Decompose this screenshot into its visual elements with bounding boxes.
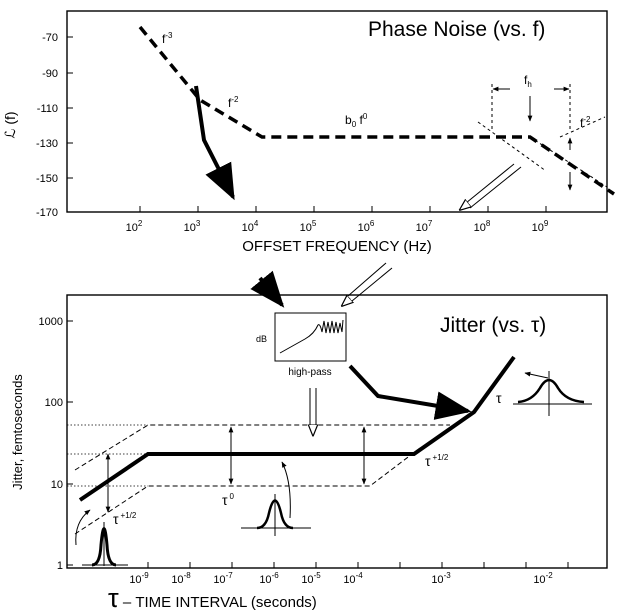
slope-label-tau-half-right: τ +1/2 bbox=[425, 453, 449, 469]
phase-noise-x-tick-label: 103 bbox=[184, 219, 201, 234]
phase-noise-title: Phase Noise (vs. f) bbox=[368, 18, 545, 41]
phase-noise-high-pass-curve bbox=[480, 135, 615, 196]
phase-noise-y-ticks: -70 -90 -110 -130 -150 -170 bbox=[36, 32, 73, 219]
high-pass-inset-ylabel: dB bbox=[256, 334, 267, 344]
jitter-title: Jitter (vs. τ) bbox=[440, 314, 546, 337]
jitter-x-tick-label: 10-9 bbox=[129, 571, 149, 586]
phase-noise-y-tick-label: -70 bbox=[42, 32, 58, 44]
phase-noise-x-tick-label: 106 bbox=[358, 219, 375, 234]
slope-label-tau-half-left: τ +1/2 bbox=[113, 511, 137, 527]
phase-noise-x-tick-label: 109 bbox=[532, 219, 549, 234]
phase-noise-asymptote bbox=[559, 116, 606, 138]
phase-noise-x-ticks: 102 103 104 105 106 107 108 109 bbox=[126, 206, 549, 234]
medium-distribution-icon bbox=[241, 461, 311, 536]
phase-noise-frame bbox=[66, 10, 608, 213]
jitter-band-lower bbox=[74, 447, 421, 535]
phase-noise-curve bbox=[138, 25, 480, 139]
jitter-x-ticks: 10-9 10-8 10-7 10-6 10-5 10-4 10-3 10-2 bbox=[129, 562, 569, 586]
phase-noise-x-tick-label: 102 bbox=[126, 219, 143, 234]
jitter-y-ticks: 1000 100 10 1 bbox=[39, 316, 73, 572]
slope-label-f-minus-3: f-3 bbox=[162, 31, 173, 46]
jitter-x-tick-label: 10-3 bbox=[431, 571, 451, 586]
tau-label-right: τ bbox=[496, 390, 502, 406]
floor-contribution-arrow bbox=[461, 163, 522, 209]
jitter-y-tick-label: 1 bbox=[57, 560, 63, 572]
high-pass-inset-caption: high-pass bbox=[288, 367, 331, 378]
highpass-contribution-arrow bbox=[348, 364, 472, 420]
jitter-x-tick-label: 10-5 bbox=[301, 571, 321, 586]
fh-label: fh bbox=[524, 73, 532, 89]
slope-label-f-minus-2-highpass: f-2 bbox=[580, 115, 591, 130]
jitter-x-tick-label: 10-8 bbox=[171, 571, 191, 586]
high-pass-inset: dB high-pass bbox=[256, 312, 347, 378]
phase-noise-x-label: OFFSET FREQUENCY (Hz) bbox=[242, 238, 431, 255]
jitter-y-label: Jitter, femtoseconds bbox=[10, 374, 25, 490]
phase-noise-chart: Phase Noise (vs. f) ℒ (f) -70 -90 -110 -… bbox=[2, 10, 615, 255]
jitter-y-tick-label: 100 bbox=[45, 397, 63, 409]
flicker-to-inset-arrow bbox=[250, 270, 285, 308]
phase-noise-asymptote bbox=[477, 121, 547, 172]
phase-noise-asymptote bbox=[529, 136, 608, 188]
jitter-frame bbox=[66, 294, 608, 569]
high-pass-inset-frame bbox=[274, 312, 347, 362]
narrow-distribution-icon bbox=[75, 509, 128, 567]
phase-noise-x-tick-label: 107 bbox=[416, 219, 433, 234]
phase-noise-y-tick-label: -130 bbox=[36, 138, 58, 150]
wide-distribution-icon bbox=[513, 371, 592, 416]
slope-label-b0-f0: b0 f0 bbox=[345, 112, 368, 129]
phase-noise-y-tick-label: -150 bbox=[36, 173, 58, 185]
slope-label-f-minus-2: f-2 bbox=[228, 95, 239, 110]
jitter-x-tick-label: 10-4 bbox=[343, 571, 363, 586]
jitter-curve bbox=[78, 355, 516, 502]
phase-noise-y-tick-label: -170 bbox=[36, 207, 58, 219]
phase-noise-x-tick-label: 108 bbox=[474, 219, 491, 234]
jitter-x-label: τ – TIME INTERVAL (seconds) bbox=[108, 583, 317, 611]
phase-noise-y-label: ℒ (f) bbox=[2, 111, 18, 138]
jitter-chart: Jitter (vs. τ) Jitter, femtoseconds 1000… bbox=[10, 294, 608, 611]
high-pass-response-curve bbox=[279, 319, 344, 354]
jitter-x-tick-label: 10-6 bbox=[259, 571, 279, 586]
phase-noise-x-tick-label: 104 bbox=[242, 219, 259, 234]
jitter-y-tick-label: 1000 bbox=[39, 316, 63, 328]
floor-to-inset-arrow bbox=[343, 262, 393, 305]
phase-noise-y-tick-label: -90 bbox=[42, 68, 58, 80]
flicker-contribution-arrow bbox=[194, 85, 235, 201]
phase-noise-x-tick-label: 105 bbox=[300, 219, 317, 234]
jitter-band-upper bbox=[74, 424, 450, 471]
jitter-y-tick-label: 10 bbox=[51, 479, 63, 491]
jitter-x-tick-label: 10-2 bbox=[533, 571, 553, 586]
phase-noise-y-tick-label: -110 bbox=[37, 103, 58, 115]
inset-to-band-arrow bbox=[310, 388, 316, 434]
jitter-x-tick-label: 10-7 bbox=[213, 571, 233, 586]
